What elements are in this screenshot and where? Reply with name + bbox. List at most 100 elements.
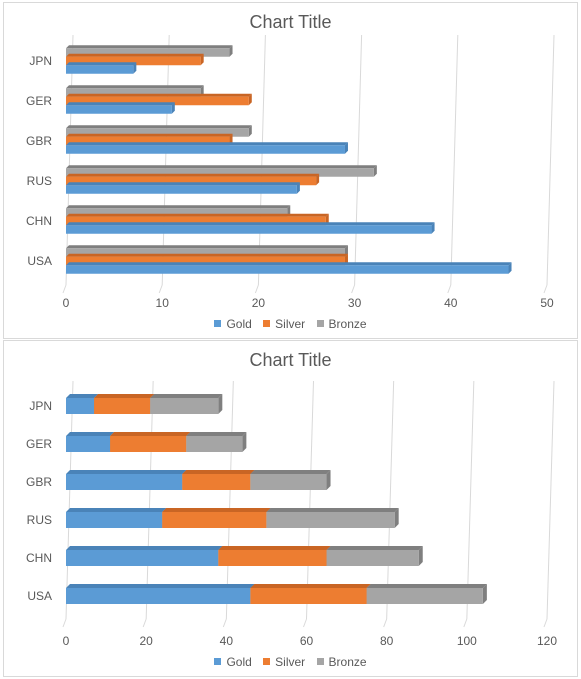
bar-gold [66, 432, 115, 452]
legend-swatch-bronze [316, 320, 324, 327]
bar-gold [66, 470, 187, 490]
bar-front-face [162, 512, 267, 528]
bar-top-face [66, 205, 291, 209]
gridline [145, 380, 154, 620]
category-label: JPN [29, 399, 52, 413]
category-label: GER [26, 437, 52, 451]
bar-bronze [266, 508, 399, 528]
x-tick-label: 0 [63, 296, 70, 310]
bar-side-face [394, 508, 399, 528]
x-tick-label: 20 [139, 634, 153, 648]
category-label: USA [27, 589, 52, 603]
legend-item-gold: Gold [214, 317, 252, 331]
gridline [65, 380, 74, 620]
bar-top-face [66, 262, 512, 266]
legend-swatch-silver [263, 658, 271, 665]
gridline-floor [222, 618, 227, 628]
bar-top-face [66, 253, 348, 257]
category-label: GBR [26, 475, 52, 489]
plot-area: 0 10 20 30 40 50 USA CHN RUS GBR GER JPN [26, 34, 555, 310]
gridline [354, 34, 363, 286]
bar-top-face [182, 470, 255, 474]
bar-top-face [66, 394, 99, 398]
bar-front-face [150, 398, 219, 414]
legend-label: Gold [226, 654, 252, 669]
bar-top-face [66, 133, 233, 137]
legend-label: Bronze [328, 654, 367, 669]
gridline-floor [463, 618, 468, 628]
bar-top-face [66, 125, 252, 129]
gridline-floor [254, 284, 259, 294]
bar-side-face [248, 125, 252, 137]
bar-top-face [162, 508, 271, 512]
bar-front-face [66, 145, 345, 154]
bar-silver [110, 432, 191, 452]
bar-top-face [250, 470, 331, 474]
bar-bronze [66, 45, 233, 57]
bar-front-face [366, 588, 483, 604]
category-label: CHN [26, 551, 52, 565]
chart-title: Chart Title [249, 12, 332, 32]
legend-swatch-gold [214, 658, 222, 665]
gridline-floor [383, 618, 388, 628]
bar-front-face [66, 65, 134, 74]
gridline-floor [62, 618, 67, 628]
gridline-floor [158, 284, 163, 294]
bar-side-face [344, 142, 348, 154]
bar-silver [162, 508, 271, 528]
x-tick-label: 10 [156, 296, 170, 310]
legend-item-gold: Gold [214, 654, 252, 669]
bar-front-face [66, 208, 288, 217]
gridline [546, 34, 555, 286]
bar-side-face [229, 45, 233, 57]
legend-label: Silver [275, 654, 306, 669]
bar-top-face [94, 394, 155, 398]
bar-side-face [296, 182, 300, 194]
bar-front-face [66, 248, 345, 257]
gridlines [62, 34, 555, 294]
bar-top-face [66, 53, 204, 57]
x-tick-label: 120 [537, 634, 557, 648]
bar-gold [66, 394, 99, 414]
bar-side-face [218, 394, 223, 414]
bar-side-face [326, 470, 331, 490]
bar-front-face [66, 225, 432, 234]
bar-top-face [250, 584, 371, 588]
gridline [386, 380, 395, 620]
bar-front-face [66, 136, 230, 146]
bar-top-face [150, 394, 223, 398]
gridline [546, 380, 555, 620]
bar-front-face [218, 550, 327, 566]
bar-top-face [66, 165, 377, 169]
bar-front-face [66, 128, 249, 137]
gridline [225, 380, 234, 620]
bar-top-face [66, 62, 137, 66]
legend-swatch-bronze [316, 658, 324, 665]
x-tick-label: 60 [300, 634, 314, 648]
x-tick-label: 40 [220, 634, 234, 648]
bar-top-face [66, 584, 255, 588]
bar-front-face [66, 265, 509, 274]
bar-top-face [66, 432, 115, 436]
legend-item-bronze: Bronze [316, 317, 367, 331]
plot-area: 0 20 40 60 80 100 120 USA CHN RUS GBR GER JPN [26, 380, 557, 648]
bar-front-face [326, 550, 419, 566]
category-label: JPN [29, 54, 52, 68]
category-label: GBR [26, 134, 52, 148]
legend-item-silver: Silver [263, 655, 305, 669]
gridline-floor [543, 618, 548, 628]
bar-bronze [66, 165, 377, 177]
bar-top-face [66, 85, 204, 89]
bar-silver [250, 584, 371, 604]
bar-front-face [186, 436, 243, 452]
bar-front-face [66, 176, 317, 186]
bar-gold [66, 508, 167, 528]
bar-side-face [248, 93, 252, 106]
bar-front-face [66, 512, 163, 528]
x-tick-label: 80 [380, 634, 394, 648]
legend-item-silver: Silver [263, 317, 305, 331]
bar-top-face [66, 508, 167, 512]
category-label: USA [27, 254, 52, 268]
bar-front-face [66, 216, 326, 226]
bar-front-face [66, 550, 219, 566]
